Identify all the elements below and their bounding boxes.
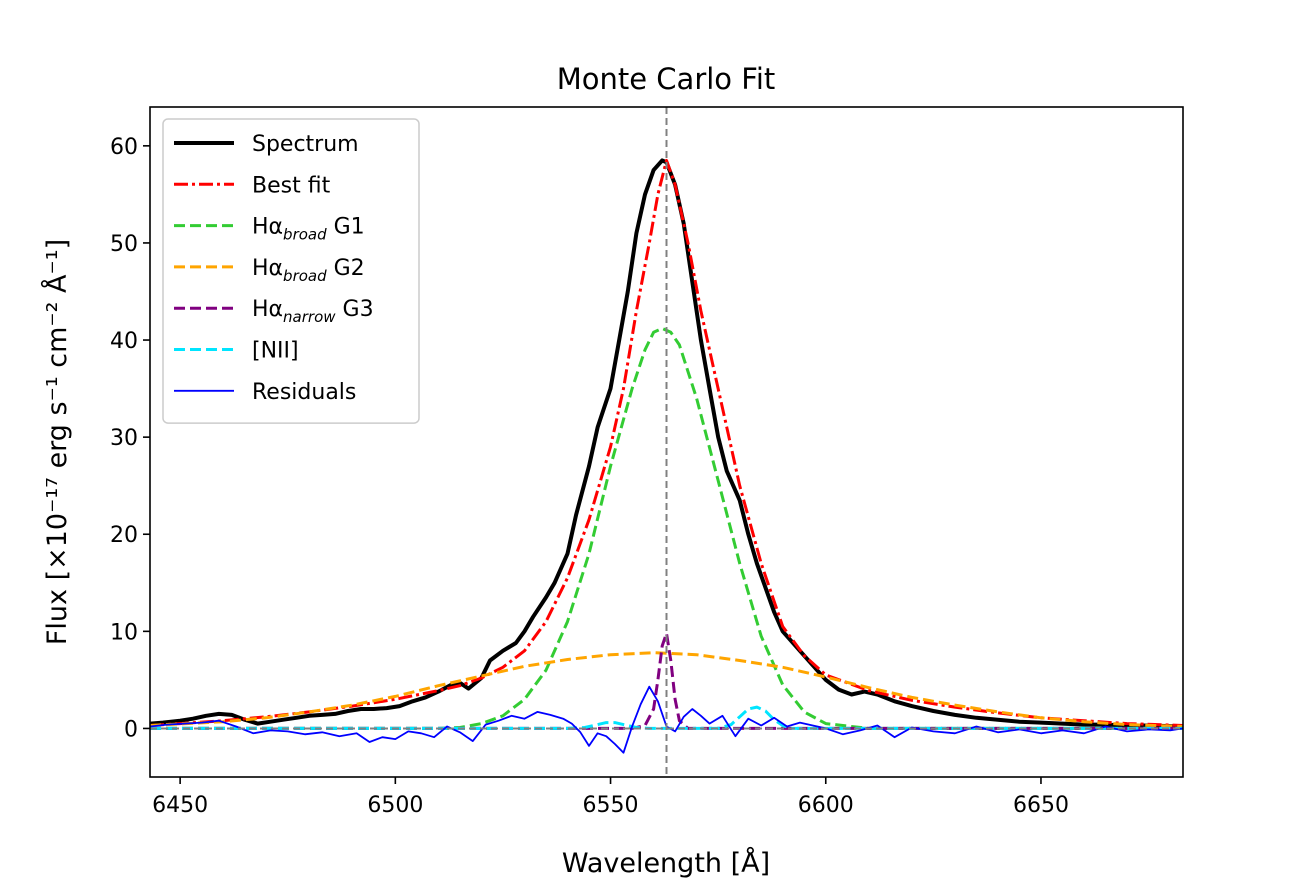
y-tick-label: 40 [110,329,138,354]
series-line-best-fit [150,158,1183,727]
x-axis-ticks: 6450 6500 6550 6600 6650 [152,777,1069,818]
series-line-residuals [150,685,1183,754]
legend-label-nii: [NII] [252,339,299,364]
y-tick-label: 50 [110,232,138,257]
x-tick-label: 6450 [152,793,208,818]
y-tick-label: 20 [110,523,138,548]
chart-title: Monte Carlo Fit [557,62,776,96]
series-line-h-broad-g1 [150,326,1183,730]
series-line-nii [150,705,1183,730]
reference-lines [150,107,1183,777]
y-axis-ticks: 0 10 20 30 40 50 60 [110,135,150,742]
series-line-h-broad-g2 [150,651,1183,728]
y-tick-label: 0 [124,717,138,742]
y-tick-label: 60 [110,135,138,160]
x-tick-label: 6550 [583,793,639,818]
y-axis-label: Flux [×10⁻¹⁷ erg s⁻¹ cm⁻² Å⁻¹] [41,239,73,645]
y-tick-label: 10 [110,620,138,645]
legend-label-h-narrow-g3: Hαnarrow G3 [252,297,374,326]
series-layer [150,158,1183,754]
legend-box [162,118,420,424]
legend-label-residuals: Residuals [252,380,356,405]
plot-frame [149,106,1184,778]
series-line-spectrum [150,158,1183,729]
x-axis-label: Wavelength [Å] [562,847,770,879]
y-tick-label: 30 [110,426,138,451]
x-tick-label: 6600 [798,793,854,818]
legend-label-best-fit: Best fit [252,173,331,198]
x-tick-label: 6650 [1013,793,1069,818]
x-tick-label: 6500 [367,793,423,818]
legend-label-spectrum: Spectrum [252,132,359,157]
